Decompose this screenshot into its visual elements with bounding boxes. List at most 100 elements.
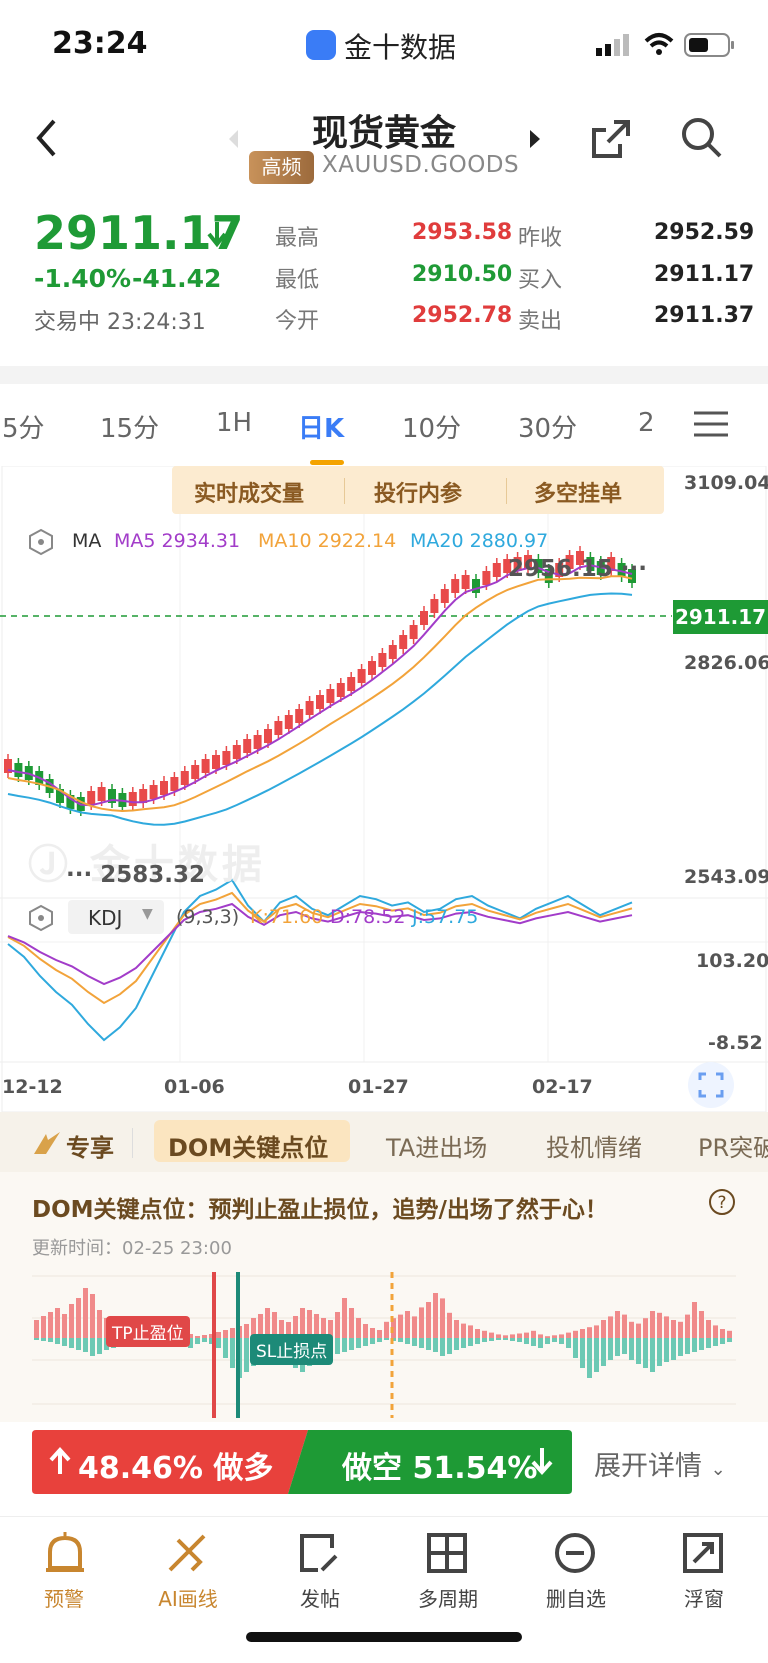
share-icon[interactable] <box>590 118 632 160</box>
tab-exclusive[interactable]: 专享 <box>66 1134 114 1162</box>
post-icon[interactable] <box>296 1530 342 1576</box>
y-tick-bottom: 2543.09 <box>684 866 768 888</box>
tab-pr[interactable]: PR突破 <box>698 1134 768 1162</box>
dom-bar-up <box>706 1320 711 1338</box>
candle <box>492 563 501 577</box>
expand-details-button[interactable]: 展开详情 ⌄ <box>594 1444 726 1483</box>
dom-bar-down <box>62 1338 67 1346</box>
dom-bar-up <box>314 1314 319 1338</box>
x-tick: 01-27 <box>348 1076 409 1098</box>
tab-5min[interactable]: 5分 <box>2 414 45 444</box>
candle <box>180 771 189 785</box>
nav-alert[interactable]: 预警 <box>44 1587 84 1611</box>
dom-bar-down <box>349 1338 354 1350</box>
tab-divider <box>132 1128 133 1158</box>
tab-daily[interactable]: 日K <box>298 414 345 444</box>
down-arrow-icon <box>531 1448 553 1475</box>
dom-bar-up <box>34 1320 39 1338</box>
low-value: 2910.50 <box>412 262 513 287</box>
search-icon[interactable] <box>680 116 724 160</box>
dom-bar-down <box>41 1338 46 1341</box>
menu-icon[interactable] <box>694 410 730 438</box>
dom-bar-down <box>209 1338 214 1344</box>
dom-bar-up <box>202 1335 207 1338</box>
dom-bar-down <box>643 1338 648 1368</box>
min-price-label: ··· 2583.32 <box>66 862 205 888</box>
back-icon[interactable] <box>34 118 58 158</box>
kdj-params: (9,3,3) <box>176 906 240 928</box>
nav-multi-period[interactable]: 多周期 <box>418 1587 478 1611</box>
battery-icon <box>684 33 734 57</box>
nav-ai-draw[interactable]: AI画线 <box>158 1587 218 1611</box>
candle <box>108 789 116 803</box>
remove-watchlist-icon[interactable] <box>552 1530 598 1576</box>
tab-1h[interactable]: 1H <box>216 408 253 438</box>
promo-volume-button[interactable]: 实时成交量 <box>194 482 305 507</box>
dom-bar-down <box>398 1338 403 1342</box>
candle <box>628 569 636 583</box>
ai-draw-icon[interactable] <box>164 1530 210 1576</box>
dom-bar-down <box>34 1338 39 1340</box>
active-tab-indicator <box>310 460 344 465</box>
candle <box>357 669 366 683</box>
dom-bar-up <box>622 1314 627 1338</box>
y-tick-mid: 2826.06 <box>684 652 768 674</box>
symbol-code: XAUUSD.GOODS <box>322 152 520 178</box>
long-percent: 48.46% 做多 <box>78 1451 274 1486</box>
tab-more-periods[interactable]: 2 <box>638 408 655 438</box>
kdj-settings-icon[interactable] <box>28 904 54 932</box>
promo-ib-button[interactable]: 投行内参 <box>374 482 463 507</box>
kdj-selector[interactable] <box>68 900 164 934</box>
bid-value: 2911.17 <box>654 262 755 287</box>
promo-orders-button[interactable]: 多空挂单 <box>534 482 623 507</box>
help-icon[interactable]: ? <box>708 1188 736 1216</box>
sentiment-bar[interactable] <box>32 1430 572 1494</box>
dom-bar-up <box>566 1332 571 1338</box>
tab-10min[interactable]: 10分 <box>402 414 462 444</box>
kdj-d-line <box>7 902 633 986</box>
dom-bar-down <box>545 1338 550 1344</box>
candle <box>284 715 293 729</box>
candle <box>87 791 96 805</box>
prev-symbol-icon[interactable] <box>226 128 240 150</box>
fullscreen-button[interactable] <box>688 1062 734 1108</box>
dom-bar-up <box>272 1312 277 1338</box>
nav-float-window[interactable]: 浮窗 <box>684 1587 724 1611</box>
x-tick: 12-12 <box>2 1076 63 1098</box>
alert-icon[interactable] <box>42 1530 88 1576</box>
next-symbol-icon[interactable] <box>528 128 542 150</box>
candle <box>399 635 408 649</box>
candle <box>617 563 626 577</box>
nav-remove-watchlist[interactable]: 删自选 <box>546 1587 606 1611</box>
dom-bar-down <box>482 1338 487 1342</box>
multi-period-icon[interactable] <box>424 1530 470 1576</box>
tab-sentiment[interactable]: 投机情绪 <box>546 1134 642 1162</box>
dom-bar-up <box>594 1325 599 1338</box>
dom-bar-up <box>468 1325 473 1338</box>
candle <box>191 765 200 779</box>
nav-post[interactable]: 发帖 <box>300 1587 340 1611</box>
dom-bar-up <box>699 1311 704 1338</box>
feature-tab-bar <box>0 1112 768 1172</box>
dom-bar-down <box>97 1338 102 1354</box>
ma-label: MA <box>72 530 102 552</box>
dom-bar-down <box>636 1338 641 1364</box>
tab-30min[interactable]: 30分 <box>518 414 578 444</box>
open-value: 2952.78 <box>412 303 513 328</box>
dom-bar-up <box>475 1329 480 1338</box>
dom-bar-down <box>433 1338 438 1352</box>
tab-15min[interactable]: 15分 <box>100 414 160 444</box>
dom-bar-up <box>55 1308 60 1338</box>
tab-ta[interactable]: TA进出场 <box>386 1134 488 1162</box>
float-window-icon[interactable] <box>680 1530 726 1576</box>
tab-dom[interactable]: DOM关键点位 <box>168 1134 329 1162</box>
kline-chart[interactable] <box>0 466 768 1112</box>
dom-bar-down <box>48 1338 53 1342</box>
y-tick-top: 3109.04 <box>684 472 768 494</box>
dom-bar-up <box>251 1318 256 1338</box>
dom-bar-down <box>461 1338 466 1348</box>
candle <box>212 755 220 769</box>
indicator-settings-icon[interactable] <box>28 528 54 556</box>
dom-bar-up <box>517 1333 522 1338</box>
ma10-value: MA10 2922.14 <box>258 530 397 552</box>
